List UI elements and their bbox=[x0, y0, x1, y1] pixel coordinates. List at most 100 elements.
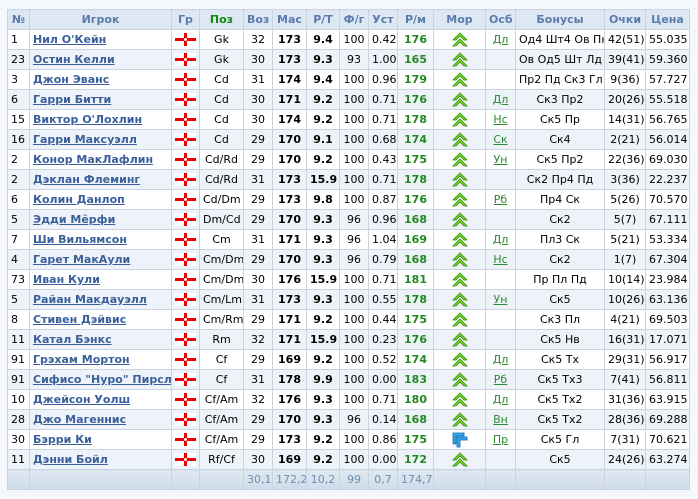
form: 100 bbox=[339, 69, 369, 90]
mass: 171 bbox=[272, 309, 307, 330]
column-header-rating[interactable]: Р/м bbox=[397, 9, 434, 30]
special-ability-link[interactable]: Ун bbox=[493, 153, 508, 166]
rt: 15.9 bbox=[306, 169, 340, 190]
age: 32 bbox=[243, 29, 273, 50]
morale-up-icon bbox=[451, 391, 468, 408]
total-rating: 174,7 bbox=[397, 469, 434, 490]
morale-up-icon bbox=[451, 91, 468, 108]
special-ability-link[interactable]: Пр bbox=[492, 433, 509, 446]
special-ability-link[interactable]: Ск bbox=[493, 133, 508, 146]
column-header-special[interactable]: Осб bbox=[485, 9, 516, 30]
special-ability-link[interactable]: Нс bbox=[493, 113, 508, 126]
fatigue: 0.23 bbox=[368, 329, 398, 350]
northern-ireland-flag-icon bbox=[175, 413, 196, 427]
player-link[interactable]: Дэклан Флеминг bbox=[33, 173, 141, 186]
bonuses: Ск5 Пр bbox=[515, 109, 605, 130]
player-link[interactable]: Джон Эванс bbox=[33, 73, 110, 86]
player-link[interactable]: Нил О'Кейн bbox=[33, 33, 107, 46]
player-link[interactable]: Колин Данлоп bbox=[33, 193, 125, 206]
column-header-rt[interactable]: Р/Т bbox=[306, 9, 340, 30]
morale-up-icon bbox=[451, 151, 468, 168]
player-name-cell: Джейсон Уолш bbox=[29, 389, 172, 410]
column-header-points[interactable]: Очки bbox=[604, 9, 646, 30]
player-link[interactable]: Виктор О'Лохлин bbox=[33, 113, 143, 126]
bonuses: Ск5 Гл bbox=[515, 429, 605, 450]
column-header-nation[interactable]: Гр bbox=[171, 9, 200, 30]
northern-ireland-flag-icon bbox=[175, 213, 196, 227]
price: 63.274 bbox=[645, 449, 690, 470]
nation-cell bbox=[171, 69, 200, 90]
age: 31 bbox=[243, 289, 273, 310]
player-link[interactable]: Иван Кули bbox=[33, 273, 100, 286]
bonuses: Ск4 bbox=[515, 129, 605, 150]
morale-up-icon bbox=[451, 311, 468, 328]
player-link[interactable]: Джо Магеннис bbox=[33, 413, 127, 426]
special-ability-link[interactable]: Дл bbox=[492, 393, 509, 406]
nation-cell bbox=[171, 289, 200, 310]
bonuses: Пр4 Ск bbox=[515, 189, 605, 210]
special-ability-link[interactable]: Нс bbox=[493, 253, 508, 266]
player-link[interactable]: Эдди Мёрфи bbox=[33, 213, 116, 226]
position: Cm/Rm bbox=[199, 309, 244, 330]
age: 29 bbox=[243, 129, 273, 150]
age: 29 bbox=[243, 209, 273, 230]
player-link[interactable]: Конор МакЛафлин bbox=[33, 153, 154, 166]
morale-flat-icon bbox=[452, 432, 468, 448]
player-link[interactable]: Сифисо "Нуро" Пирсли bbox=[33, 373, 172, 386]
player-link[interactable]: Ши Вильямсон bbox=[33, 233, 127, 246]
special-cell bbox=[485, 309, 516, 330]
column-header-number[interactable]: № bbox=[7, 9, 30, 30]
form: 96 bbox=[339, 209, 369, 230]
position: Cd bbox=[199, 129, 244, 150]
price: 57.727 bbox=[645, 69, 690, 90]
morale-cell bbox=[433, 29, 486, 50]
bonuses: Ск2 bbox=[515, 249, 605, 270]
morale-cell bbox=[433, 109, 486, 130]
special-ability-link[interactable]: Вн bbox=[493, 413, 508, 426]
total-empty bbox=[29, 469, 172, 490]
player-link[interactable]: Джейсон Уолш bbox=[33, 393, 131, 406]
total-form: 99 bbox=[339, 469, 369, 490]
column-header-bonuses[interactable]: Бонусы bbox=[515, 9, 605, 30]
player-name-cell: Стивен Дэйвис bbox=[29, 309, 172, 330]
table-row: 6 Колин Данлоп Cd/Dm 29 173 9.8 100 0.87 176 Рб Пр… bbox=[7, 189, 690, 210]
totals-row: 30,1 172,2 10,2 99 0,7 174,7 bbox=[7, 469, 690, 490]
rating: 168 bbox=[397, 409, 434, 430]
player-link[interactable]: Стивен Дэйвис bbox=[33, 313, 127, 326]
player-link[interactable]: Бэрри Ки bbox=[33, 433, 92, 446]
player-link[interactable]: Райан Макдауэлл bbox=[33, 293, 147, 306]
column-header-morale[interactable]: Мор bbox=[433, 9, 486, 30]
morale-up-icon bbox=[451, 51, 468, 68]
player-link[interactable]: Грэхам Мортон bbox=[33, 353, 130, 366]
column-header-fatigue[interactable]: Уст bbox=[368, 9, 398, 30]
fatigue: 0.44 bbox=[368, 309, 398, 330]
player-link[interactable]: Гарри Максуэлл bbox=[33, 133, 137, 146]
special-ability-link[interactable]: Дл bbox=[492, 353, 509, 366]
column-header-position[interactable]: Поз bbox=[199, 9, 244, 30]
player-link[interactable]: Гарри Битти bbox=[33, 93, 112, 106]
column-header-mass[interactable]: Мас bbox=[272, 9, 307, 30]
form: 100 bbox=[339, 89, 369, 110]
column-header-age[interactable]: Воз bbox=[243, 9, 273, 30]
player-link[interactable]: Гарет МакАули bbox=[33, 253, 131, 266]
special-ability-link[interactable]: Рб bbox=[493, 373, 508, 386]
special-ability-link[interactable]: Ун bbox=[493, 293, 508, 306]
form: 100 bbox=[339, 269, 369, 290]
price: 22.237 bbox=[645, 169, 690, 190]
column-header-form[interactable]: Ф/г bbox=[339, 9, 369, 30]
special-ability-link[interactable]: Рб bbox=[493, 193, 508, 206]
player-link[interactable]: Дэнни Бойл bbox=[33, 453, 108, 466]
morale-cell bbox=[433, 89, 486, 110]
special-ability-link[interactable]: Дл bbox=[492, 233, 509, 246]
player-link[interactable]: Катал Бэнкс bbox=[33, 333, 112, 346]
special-ability-link[interactable]: Дл bbox=[492, 93, 509, 106]
rt: 9.2 bbox=[306, 429, 340, 450]
special-cell: Дл bbox=[485, 29, 516, 50]
player-link[interactable]: Остин Келли bbox=[33, 53, 115, 66]
morale-cell bbox=[433, 249, 486, 270]
rt: 9.2 bbox=[306, 109, 340, 130]
special-ability-link[interactable]: Дл bbox=[492, 33, 509, 46]
column-header-player[interactable]: Игрок bbox=[29, 9, 172, 30]
column-header-price[interactable]: Цена bbox=[645, 9, 690, 30]
position: Dm/Cd bbox=[199, 209, 244, 230]
